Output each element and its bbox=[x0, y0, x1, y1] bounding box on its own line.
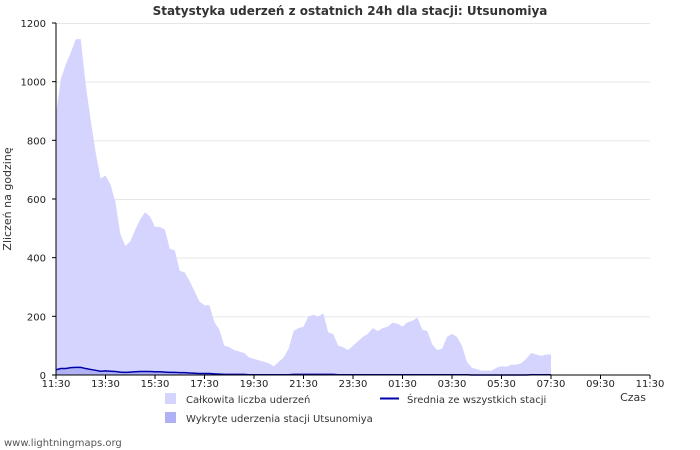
y-tick-label-5: 1000 bbox=[21, 78, 46, 89]
x-tick-label-7: 01:30 bbox=[388, 379, 417, 390]
x-tick-label-8: 03:30 bbox=[438, 379, 467, 390]
y-tick-label-2: 400 bbox=[27, 254, 46, 265]
y-axis-label: Zliczeń na godzinę bbox=[1, 147, 14, 250]
x-tick-label-0: 11:30 bbox=[42, 379, 71, 390]
y-tick-label-0: 0 bbox=[40, 371, 46, 382]
x-tick-label-9: 05:30 bbox=[487, 379, 516, 390]
legend-label-total: Całkowita liczba uderzeń bbox=[186, 394, 310, 406]
legend-swatch-total bbox=[165, 393, 176, 404]
x-tick-label-11: 09:30 bbox=[586, 379, 615, 390]
y-axis-ticks: 0 200 400 600 800 1000 1200 bbox=[21, 19, 56, 382]
y-tick-label-4: 800 bbox=[27, 136, 46, 147]
x-tick-label-12: 11:30 bbox=[636, 379, 665, 390]
x-tick-label-5: 21:30 bbox=[289, 379, 318, 390]
x-tick-label-4: 19:30 bbox=[240, 379, 269, 390]
y-tick-label-3: 600 bbox=[27, 195, 46, 206]
x-tick-label-2: 15:30 bbox=[141, 379, 170, 390]
legend-swatch-station bbox=[165, 412, 176, 423]
x-tick-label-3: 17:30 bbox=[190, 379, 219, 390]
y-tick-label-6: 1200 bbox=[21, 19, 46, 30]
legend: Całkowita liczba uderzeń Średnia ze wszy… bbox=[165, 393, 546, 425]
legend-label-station: Wykryte uderzenia stacji Utsunomiya bbox=[186, 414, 373, 425]
series-area-0 bbox=[56, 39, 551, 375]
x-tick-label-10: 07:30 bbox=[537, 379, 566, 390]
x-tick-label-1: 13:30 bbox=[91, 379, 120, 390]
legend-label-average: Średnia ze wszystkich stacji bbox=[407, 393, 546, 406]
watermark: www.lightningmaps.org bbox=[4, 438, 122, 449]
x-axis-label: Czas bbox=[620, 391, 646, 404]
x-tick-label-6: 23:30 bbox=[339, 379, 368, 390]
chart-title: Statystyka uderzeń z ostatnich 24h dla s… bbox=[153, 4, 548, 18]
x-axis-ticks: 11:30 13:30 15:30 17:30 19:30 21:30 23:30 01:30… bbox=[42, 375, 665, 390]
y-tick-label-1: 200 bbox=[27, 312, 46, 323]
